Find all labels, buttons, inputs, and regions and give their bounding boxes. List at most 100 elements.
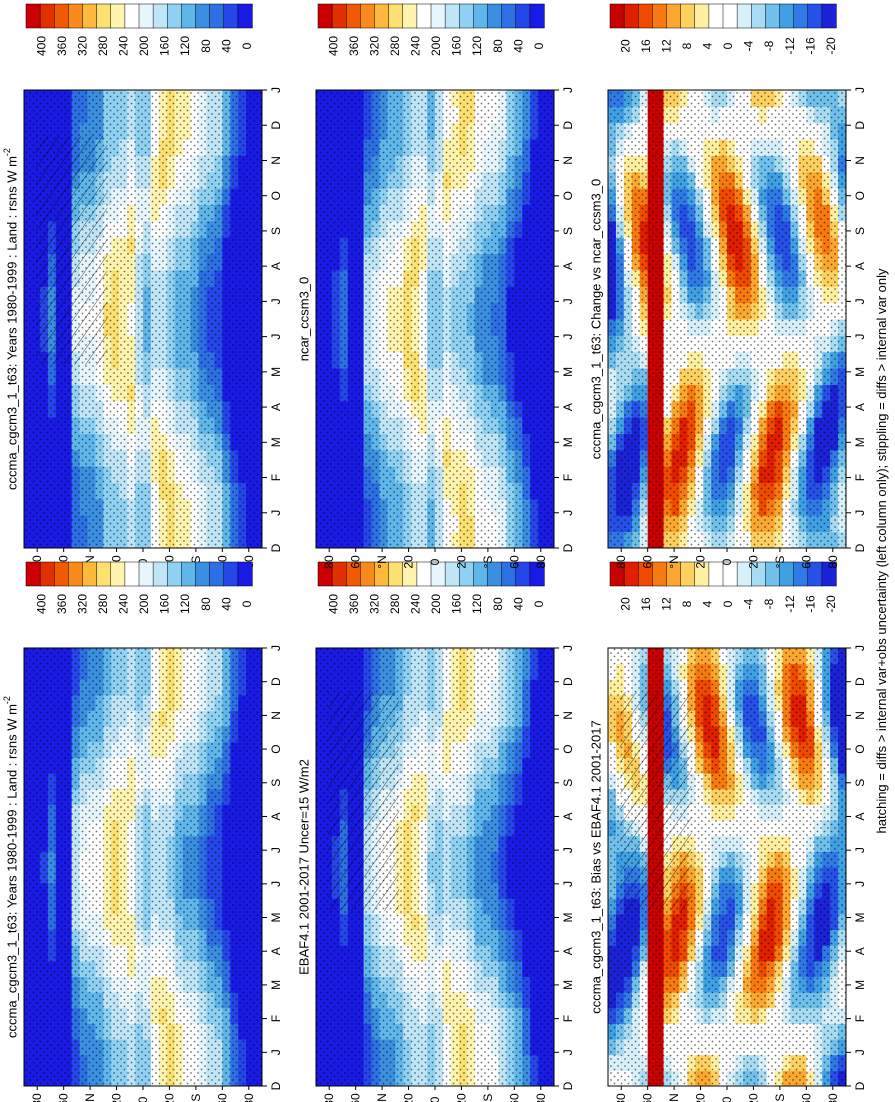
colorbar-swatch xyxy=(167,561,183,587)
colorbar-swatch xyxy=(54,3,70,29)
colorbar-label: 0 xyxy=(721,600,735,607)
lat-tick-label: °N xyxy=(375,555,389,568)
colorbar-swatch xyxy=(529,561,545,587)
lat-tick-label: 80 xyxy=(322,1093,336,1102)
colorbar-label: 40 xyxy=(219,39,233,53)
lat-tick-label: 80 xyxy=(30,1093,44,1102)
colorbar-label: 400 xyxy=(326,594,340,614)
month-tick-label: S xyxy=(269,779,283,787)
month-tick-label: O xyxy=(561,191,575,200)
colorbar-swatch xyxy=(25,561,41,587)
panel-title: cccma_cgcm3_1_t63: Years 1980-1999 : Lan… xyxy=(2,148,20,490)
month-tick-label: O xyxy=(561,744,575,753)
colorbar-label: -4 xyxy=(742,598,756,609)
month-tick-label: J xyxy=(853,881,867,887)
lat-tick-label: °N xyxy=(375,1093,389,1102)
colorbar-swatch xyxy=(237,3,253,29)
colorbar-label: 360 xyxy=(55,594,69,614)
colorbar-swatch xyxy=(195,561,211,587)
colorbar-swatch xyxy=(124,561,140,587)
month-tick-label: F xyxy=(269,1015,283,1022)
colorbar-swatch xyxy=(237,561,253,587)
lat-tick-label: 80 xyxy=(614,1093,628,1102)
colorbar-label: -20 xyxy=(824,595,838,613)
colorbar-label: 12 xyxy=(660,597,674,611)
month-tick-label: A xyxy=(561,947,575,955)
colorbar-swatch xyxy=(138,3,154,29)
colorbar-swatch xyxy=(374,3,390,29)
month-tick-label: M xyxy=(853,980,867,990)
month-tick-label: J xyxy=(269,298,283,304)
colorbar-label: 0 xyxy=(532,42,546,49)
month-tick-label: A xyxy=(269,262,283,270)
colorbar-label: 200 xyxy=(137,594,151,614)
colorbar-label: 240 xyxy=(117,36,131,56)
colorbar-label: 40 xyxy=(511,597,525,611)
month-tick-label: J xyxy=(561,645,575,651)
month-tick-label: M xyxy=(853,913,867,923)
month-tick-label: J xyxy=(561,87,575,93)
colorbar-label: 16 xyxy=(639,597,653,611)
colorbar-label: 4 xyxy=(701,600,715,607)
colorbar-swatch xyxy=(195,3,211,29)
colorbar-swatch xyxy=(39,3,55,29)
month-tick-label: D xyxy=(269,1081,283,1090)
colorbar-swatch xyxy=(402,3,418,29)
lat-tick-label: 60 xyxy=(349,1093,363,1102)
colorbar-label: 160 xyxy=(158,36,172,56)
month-tick-label: D xyxy=(269,121,283,130)
colorbar-swatch xyxy=(54,561,70,587)
panel-title: cccma_cgcm3_1_t63: Bias vs EBAF4.1 2001-… xyxy=(589,720,604,1013)
colorbar-label: -8 xyxy=(762,598,776,609)
colorbar-swatch xyxy=(39,561,55,587)
colorbar-label: 20 xyxy=(618,597,632,611)
colorbar-swatch xyxy=(515,3,531,29)
month-tick-label: M xyxy=(561,913,575,923)
colorbar: 400 360 320 280 240 200 160 120 80 40 0 xyxy=(25,561,254,614)
colorbar-label: 80 xyxy=(491,39,505,53)
chart-panel-1: 8060°N20020°S6080DJFMAMJJASONDJcccma_cgc… xyxy=(2,3,283,569)
month-tick-label: J xyxy=(269,847,283,853)
colorbar-label: 0 xyxy=(240,42,254,49)
colorbar-swatch xyxy=(223,561,239,587)
lat-tick-label: 20 xyxy=(746,1093,760,1102)
colorbar-swatch xyxy=(167,3,183,29)
month-tick-label: M xyxy=(269,980,283,990)
colorbar-label: 360 xyxy=(347,594,361,614)
colorbar-swatch xyxy=(110,561,126,587)
colorbar-swatch xyxy=(529,3,545,29)
month-tick-label: S xyxy=(853,779,867,787)
colorbar-label: 160 xyxy=(450,594,464,614)
month-tick-label: D xyxy=(269,543,283,552)
month-tick-label: N xyxy=(269,156,283,165)
colorbar-label: 160 xyxy=(158,594,172,614)
lat-tick-label: 80 xyxy=(534,555,548,569)
colorbar: 20 16 12 8 4 0 -4 -8 -12 -16 -20 xyxy=(609,561,838,613)
colorbar-swatch xyxy=(223,3,239,29)
lat-tick-label: °N xyxy=(83,1093,97,1102)
lat-tick-label: 0 xyxy=(428,1096,442,1102)
colorbar-label: 80 xyxy=(199,39,213,53)
colorbar: 400 360 320 280 240 200 160 120 80 40 0 xyxy=(317,561,546,614)
title-unit-exponent: -2 xyxy=(2,696,12,704)
colorbar-swatch xyxy=(346,3,362,29)
hatching-overlay xyxy=(35,135,108,365)
colorbar-label: 280 xyxy=(388,594,402,614)
colorbar-swatch xyxy=(416,3,432,29)
colorbar-label: 240 xyxy=(117,594,131,614)
month-tick-label: S xyxy=(269,227,283,235)
month-tick-label: J xyxy=(561,847,575,853)
colorbar-label: 240 xyxy=(409,36,423,56)
lat-tick-label: °S xyxy=(189,1094,203,1102)
month-tick-label: A xyxy=(561,262,575,270)
lat-tick-label: 80 xyxy=(242,1093,256,1102)
chart-panel-5: 80 60 °N 20 0 20 °S 60 80DJFMAMJJASONDJcccma_cgc… xyxy=(589,561,867,1102)
month-tick-label: A xyxy=(853,812,867,820)
lat-tick-label: 60 xyxy=(507,555,521,569)
lat-tick-label: 20 xyxy=(110,1093,124,1102)
month-tick-label: D xyxy=(853,1081,867,1090)
colorbar-label: 200 xyxy=(429,594,443,614)
lat-tick-label: 20 xyxy=(694,1093,708,1102)
colorbar-label: 120 xyxy=(470,36,484,56)
